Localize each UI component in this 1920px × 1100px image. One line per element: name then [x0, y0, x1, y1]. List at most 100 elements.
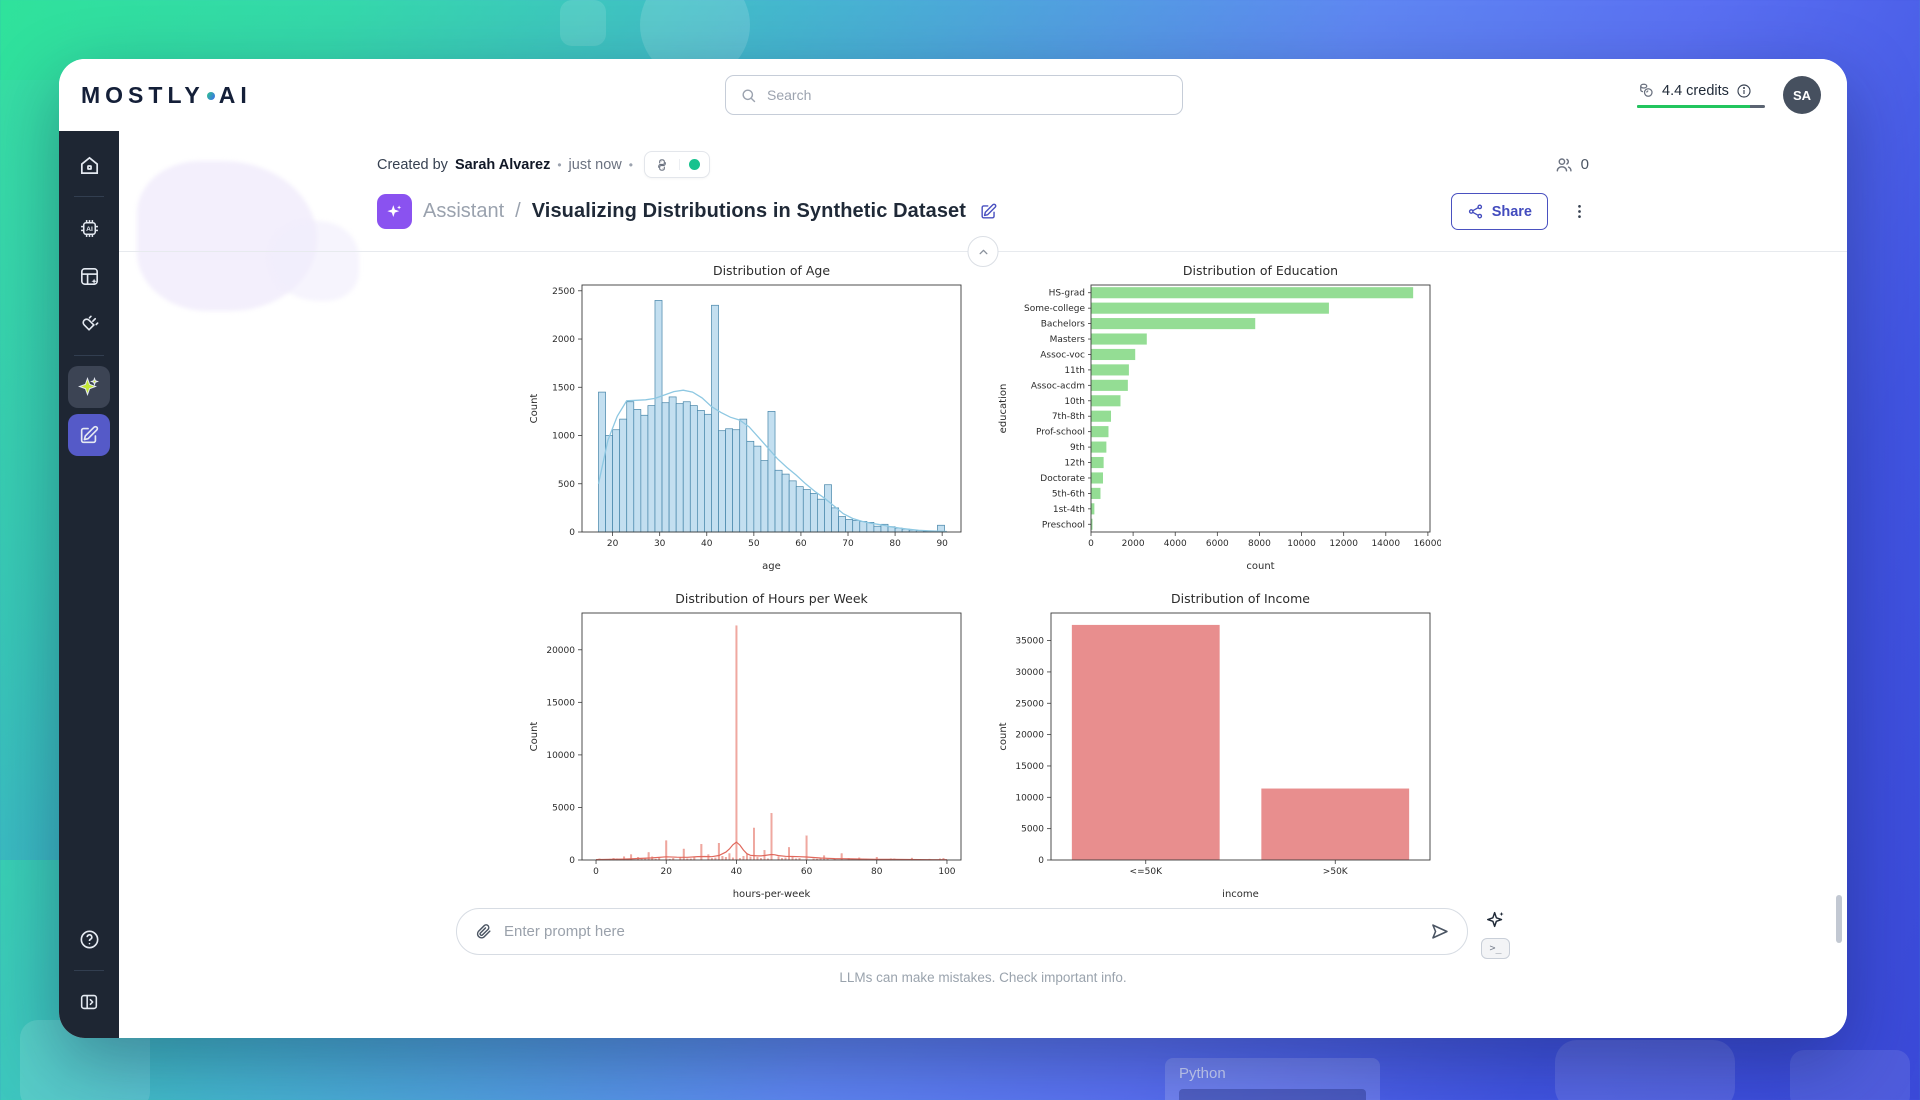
svg-text:9th: 9th — [1070, 443, 1085, 453]
credits-label: 4.4 credits — [1662, 83, 1729, 99]
help-icon — [80, 930, 98, 948]
svg-text:1000: 1000 — [552, 432, 575, 442]
terminal-button[interactable]: >_ — [1481, 938, 1510, 959]
svg-text:15000: 15000 — [1015, 762, 1044, 772]
svg-text:Prof-school: Prof-school — [1036, 428, 1085, 438]
breadcrumb-separator: / — [515, 200, 521, 222]
app-window: MOSTLY AI 4.4 credits SA — [59, 59, 1847, 1038]
education-distribution-chart: Distribution of Education HS-grad Some-col… — [994, 258, 1441, 576]
collapse-sidebar-icon — [80, 994, 98, 1010]
svg-text:14000: 14000 — [1371, 539, 1400, 549]
svg-text:0: 0 — [593, 867, 599, 877]
svg-text:20: 20 — [607, 539, 619, 549]
prompt-bar[interactable] — [456, 908, 1468, 955]
assistant-badge-sparkle-icon — [387, 205, 402, 218]
credits-widget[interactable]: 4.4 credits — [1637, 82, 1765, 108]
paperclip-icon[interactable] — [474, 922, 493, 941]
created-prefix: Created by — [377, 156, 448, 173]
share-icon — [1468, 204, 1482, 219]
home-icon — [80, 156, 98, 174]
logo-text-2: AI — [218, 81, 252, 108]
bullet-separator: • — [557, 157, 562, 172]
svg-text:16000: 16000 — [1414, 539, 1441, 549]
kernel-status-pill[interactable] — [643, 151, 710, 178]
svg-text:2000: 2000 — [552, 335, 575, 345]
svg-text:35000: 35000 — [1015, 637, 1044, 647]
background-python-label: Python — [1179, 1065, 1226, 1082]
main-content: Created by Sarah Alvarez • just now • 0 — [119, 131, 1847, 1038]
kebab-menu-icon — [1578, 205, 1581, 218]
kebab-menu-button[interactable] — [1570, 202, 1589, 221]
python-icon — [658, 158, 666, 171]
svg-text:12000: 12000 — [1329, 539, 1358, 549]
avatar-initials: SA — [1792, 87, 1812, 103]
svg-text:50: 50 — [748, 539, 760, 549]
logo-text-1: MOSTLY — [81, 81, 205, 108]
svg-text:Assoc-voc: Assoc-voc — [1040, 350, 1085, 360]
sidebar-item-collapse[interactable] — [68, 981, 110, 1023]
edit-icon — [981, 203, 997, 219]
sidebar-item-connectors[interactable] — [68, 303, 110, 345]
svg-text:5000: 5000 — [552, 803, 575, 813]
share-label: Share — [1491, 203, 1532, 220]
background-gradient-strip — [0, 80, 60, 860]
connector-plug-icon — [81, 315, 98, 331]
svg-text:0: 0 — [1088, 539, 1094, 549]
svg-text:60: 60 — [795, 539, 807, 549]
income-distribution-chart: Distribution of Income <=50K >50K 0 5000 1000… — [994, 586, 1441, 904]
credits-progress-bar — [1637, 105, 1765, 108]
sidebar-item-home[interactable] — [68, 144, 110, 186]
search-input[interactable] — [767, 87, 1168, 103]
svg-text:6000: 6000 — [1206, 539, 1229, 549]
svg-text:HS-grad: HS-grad — [1049, 289, 1085, 299]
sparkle-icon[interactable] — [1485, 909, 1507, 931]
edit-title-button[interactable] — [979, 202, 998, 221]
collaborators[interactable]: 0 — [1554, 155, 1589, 175]
sidebar-item-assistant[interactable] — [68, 366, 110, 408]
svg-text:1500: 1500 — [552, 383, 575, 393]
send-icon — [1432, 924, 1448, 939]
title-row: Assistant / Visualizing Distributions in… — [377, 193, 1589, 230]
hours-distribution-chart: Distribution of Hours per Week 0 20 40 60 80 1… — [525, 586, 972, 904]
svg-text:Distribution of Hours per Week: Distribution of Hours per Week — [675, 591, 868, 606]
charts-grid: Distribution of Age 20 30 40 50 60 70 80 90 0 500 1… — [119, 258, 1847, 904]
send-button[interactable] — [1429, 921, 1450, 942]
background-python-bar — [1179, 1089, 1366, 1100]
svg-text:Distribution of Education: Distribution of Education — [1183, 263, 1338, 278]
sidebar-item-models[interactable]: AI — [68, 207, 110, 249]
collaborators-count: 0 — [1580, 156, 1589, 173]
mostly-ai-logo[interactable]: MOSTLY AI — [81, 82, 252, 109]
svg-text:80: 80 — [889, 539, 901, 549]
search-icon — [742, 88, 756, 102]
svg-text:Count: Count — [529, 722, 540, 752]
svg-text:income: income — [1222, 889, 1259, 900]
avatar[interactable]: SA — [1783, 76, 1821, 114]
chevron-up-icon — [979, 249, 987, 254]
svg-text:0: 0 — [1038, 856, 1044, 866]
sidebar-item-datasets[interactable] — [68, 255, 110, 297]
share-button[interactable]: Share — [1450, 193, 1548, 230]
svg-text:0: 0 — [569, 856, 575, 866]
svg-text:2500: 2500 — [552, 287, 575, 297]
svg-text:1st-4th: 1st-4th — [1053, 505, 1085, 515]
info-icon[interactable] — [1736, 83, 1752, 99]
sidebar-item-help[interactable] — [68, 918, 110, 960]
svg-text:20: 20 — [660, 867, 672, 877]
svg-text:20000: 20000 — [1015, 731, 1044, 741]
svg-text:7th-8th: 7th-8th — [1052, 412, 1085, 422]
collapse-header-button[interactable] — [967, 236, 999, 267]
background-shape-right-2 — [1790, 1050, 1910, 1100]
search-bar[interactable] — [725, 75, 1183, 115]
assistant-badge — [377, 194, 412, 229]
svg-text:40: 40 — [701, 539, 713, 549]
scrollbar-thumb[interactable] — [1836, 895, 1842, 943]
svg-text:8000: 8000 — [1248, 539, 1271, 549]
svg-text:30000: 30000 — [1015, 668, 1044, 678]
prompt-input[interactable] — [504, 923, 1418, 940]
sidebar-item-editor[interactable] — [68, 414, 110, 456]
svg-text:count: count — [998, 722, 1009, 750]
svg-text:10000: 10000 — [546, 751, 575, 761]
breadcrumb[interactable]: Assistant — [423, 200, 505, 222]
age-distribution-chart: Distribution of Age 20 30 40 50 60 70 80 90 0 500 1… — [525, 258, 972, 576]
svg-text:AI: AI — [86, 225, 93, 232]
